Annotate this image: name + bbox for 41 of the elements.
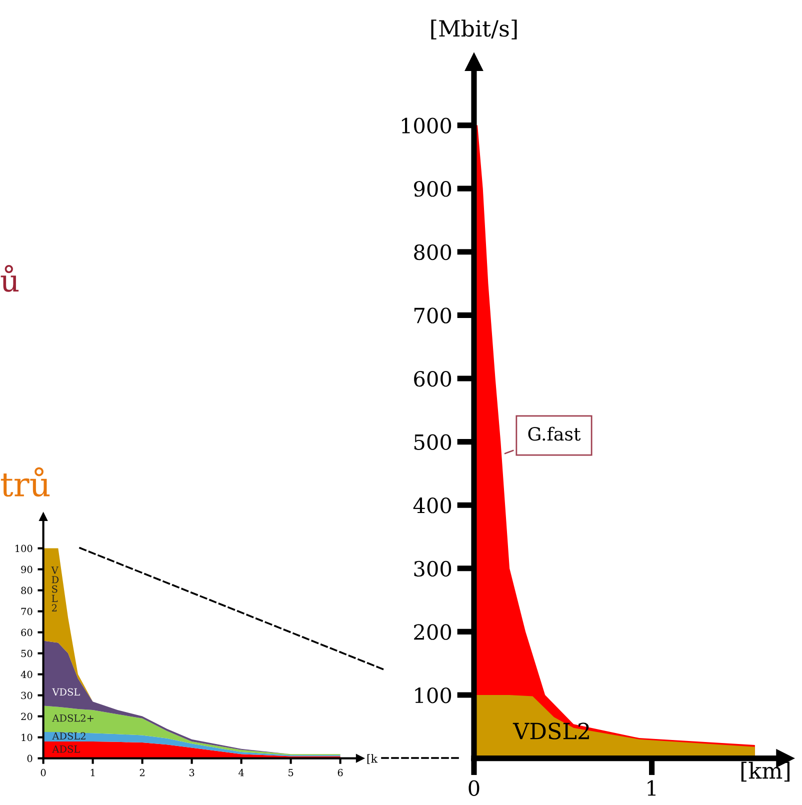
y-tick-label: 0	[27, 754, 32, 762]
y-tick-label: 800	[414, 244, 452, 260]
x-tick-label: 1	[648, 780, 656, 796]
y-tick-label: 20	[21, 712, 32, 720]
y-tick-label: 30	[21, 692, 32, 700]
y-tick-label: 100	[16, 544, 32, 552]
series-label: VDSL2	[512, 722, 589, 740]
x-tick-label: 1	[90, 768, 95, 776]
y-tick-label: 70	[21, 608, 32, 616]
y-tick-label: 90	[21, 566, 32, 574]
y-tick-label: 60	[21, 628, 32, 636]
series-label: VDSL	[52, 688, 80, 696]
series-label: ADSL	[52, 745, 80, 753]
x-tick-label: 3	[189, 768, 194, 776]
x-tick-label: 2	[140, 768, 144, 776]
x-tick-label: 6	[338, 768, 343, 776]
y-tick-label: 300	[414, 560, 452, 577]
y-tick-label: 200	[414, 624, 452, 640]
y-axis-title: [Mbit/s]	[431, 20, 517, 40]
y-tick-label: 10	[22, 734, 32, 742]
x-axis-title: [km]	[741, 762, 790, 782]
x-axis-title: [k	[367, 754, 378, 764]
y-tick-label: 40	[20, 670, 32, 678]
x-tick-label: 5	[288, 769, 294, 776]
text: ů	[0, 264, 19, 292]
text: trů	[0, 467, 50, 497]
x-tick-label: 0	[40, 768, 46, 776]
y-tick-label: 80	[21, 586, 32, 594]
series-label: ADSL2	[52, 732, 86, 740]
series-label: ADSL2+	[52, 714, 94, 722]
series-label: VDSL2	[51, 566, 59, 612]
y-tick-label: 500	[414, 434, 452, 450]
y-tick-label: 1000	[402, 118, 452, 134]
series-label: G.fast	[528, 426, 581, 441]
y-tick-label: 400	[413, 498, 452, 514]
y-tick-label: 900	[414, 181, 452, 197]
y-tick-label: 100	[415, 687, 452, 704]
y-tick-label: 700	[414, 308, 452, 324]
y-tick-label: 50	[21, 650, 32, 658]
x-tick-label: 4	[238, 768, 244, 776]
y-tick-label: 600	[414, 370, 452, 387]
